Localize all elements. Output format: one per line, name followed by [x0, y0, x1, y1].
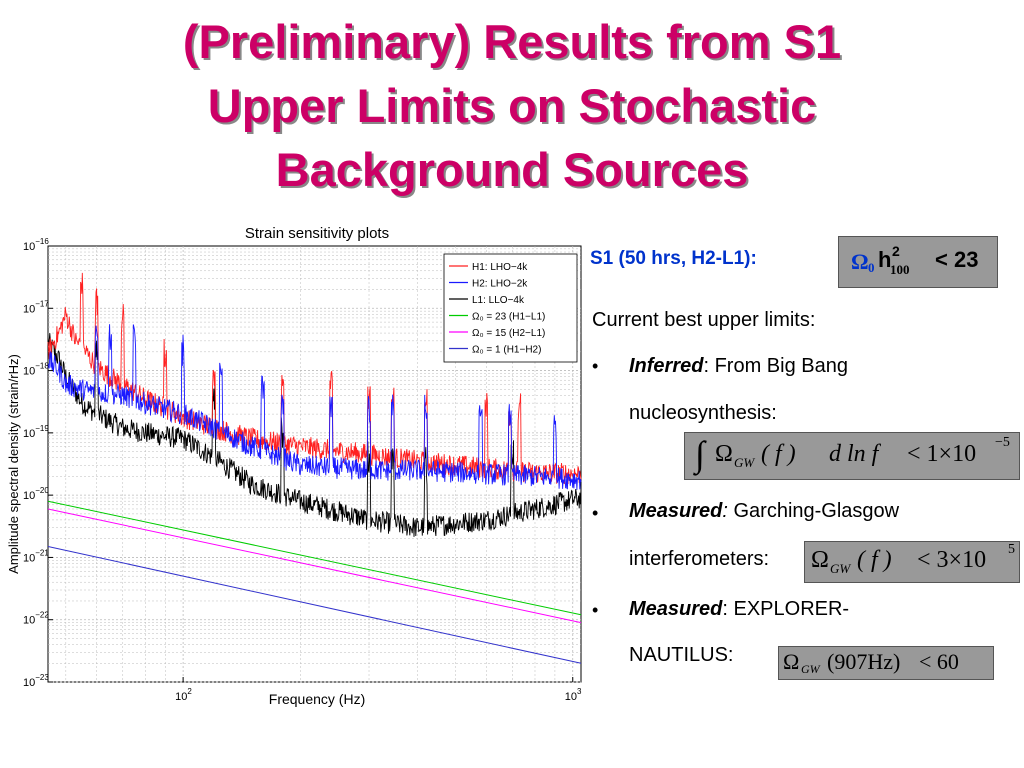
explorer-text: EXPLORER- — [727, 598, 850, 620]
garching-text: Garching-Glasgow — [727, 500, 900, 522]
x-tick-label: 103 — [565, 687, 582, 703]
strain-sensitivity-chart: Strain sensitivity plots 10−16 10−17 10−18… — [6, 225, 582, 707]
h-subscript: 100 — [890, 262, 910, 277]
y-tick-label: 10−17 — [23, 299, 49, 315]
y-tick-exponent: −23 — [35, 673, 49, 682]
y-tick-label: 10−18 — [23, 362, 49, 378]
eq3-omega: Ω — [783, 649, 800, 674]
eq1-args: ( f ) — [761, 441, 796, 467]
eq1-exponent: −5 — [995, 435, 1010, 450]
series-group — [47, 272, 582, 664]
chart-legend: H1: LHO−4k H2: LHO−2k L1: LLO−4k Ω₀ = 23 (H… — [443, 253, 578, 363]
legend-label-omega23: Ω₀ = 23 (H1−L1) — [472, 312, 545, 323]
omega-limit-box: Ω 0 h 2 100 < 23 — [838, 236, 998, 288]
y-tick-exponent: −16 — [35, 237, 49, 246]
bullet-dot-3: • — [592, 600, 599, 620]
omega-symbol: Ω — [851, 249, 869, 274]
y-tick-label: 10−23 — [23, 673, 49, 689]
chart-title: Strain sensitivity plots — [245, 225, 389, 242]
title-line-3: Background Sources — [275, 143, 749, 196]
measured-label-2-suffix: : — [722, 598, 728, 620]
h-symbol: h — [878, 247, 892, 272]
bullet-inferred-line1: Inferred: From Big Bang — [629, 355, 848, 378]
bullet-explorer-line1: Measured: EXPLORER- — [629, 598, 849, 621]
x-tick-exponent: 2 — [187, 687, 192, 696]
bullet-dot-2: • — [592, 503, 599, 523]
inferred-label: Inferred — [629, 355, 704, 377]
measured-label-1-suffix: : — [722, 500, 728, 522]
current-limits-heading: Current best upper limits: — [592, 309, 816, 331]
y-tick-exponent: −21 — [35, 548, 49, 557]
bbn-equation-box: ∫ Ω GW ( f ) d ln f < 1×10 −5 — [684, 432, 1020, 480]
bullet-dot-1: • — [592, 356, 599, 376]
y-tick-label: 10−16 — [23, 237, 49, 253]
eq3-subscript: GW — [801, 662, 820, 676]
inferred-text: From Big Bang — [709, 355, 848, 377]
garching-equation-box: Ω GW ( f ) < 3×10 5 — [804, 541, 1020, 583]
legend-label-omega1: Ω₀ = 1 (H1−H2) — [472, 345, 541, 356]
y-tick-label: 10−19 — [23, 424, 49, 440]
omega-relation: < 23 — [935, 247, 979, 272]
integral-symbol: ∫ — [695, 434, 705, 474]
eq2-exponent: 5 — [1008, 542, 1015, 557]
explorer-equation-box: Ω GW (907Hz) < 60 — [778, 646, 994, 680]
inferred-label-suffix: : — [703, 355, 710, 377]
legend-label-omega15: Ω₀ = 15 (H2−L1) — [472, 328, 545, 339]
eq1-dlnf: d ln f — [829, 441, 879, 467]
bullet-inferred-line2: nucleosynthesis: — [629, 402, 777, 424]
series-l1-line — [47, 333, 582, 537]
measured-label-2: Measured — [629, 598, 723, 620]
title-line-1: (Preliminary) Results from S1 — [182, 15, 842, 68]
series-omega15-line — [47, 508, 582, 624]
omega-subscript: 0 — [868, 260, 875, 275]
legend-box — [443, 253, 578, 363]
eq3-args: (907Hz) — [827, 649, 901, 674]
eq3-relation: < 60 — [919, 649, 959, 674]
y-tick-label: 10−20 — [23, 486, 49, 502]
eq1-relation: < 1×10 — [907, 441, 977, 467]
eq1-omega: Ω — [715, 441, 733, 467]
title-line-2: Upper Limits on Stochastic — [207, 79, 817, 132]
eq2-subscript: GW — [830, 561, 851, 576]
legend-label-h2: H2: LHO−2k — [472, 279, 528, 290]
y-axis-label: Amplitude spectral density (strain/rHz) — [6, 354, 21, 574]
x-tick-label: 102 — [175, 687, 192, 703]
x-axis-label: Frequency (Hz) — [269, 691, 365, 707]
y-tick-exponent: −19 — [35, 424, 49, 433]
series-omega1-line — [47, 546, 582, 664]
eq1-subscript: GW — [734, 455, 755, 470]
eq2-relation: < 3×10 — [917, 547, 987, 573]
y-tick-exponent: −18 — [35, 362, 49, 371]
slide-title: (Preliminary) Results from S1 Upper Limi… — [0, 10, 1024, 202]
y-tick-exponent: −22 — [35, 611, 49, 620]
eq2-omega: Ω — [811, 547, 829, 573]
legend-label-l1: L1: LLO−4k — [472, 295, 525, 306]
bullet-garching-line1: Measured: Garching-Glasgow — [629, 500, 899, 523]
x-tick-exponent: 3 — [577, 687, 582, 696]
h-superscript: 2 — [892, 243, 900, 259]
y-tick-label: 10−22 — [23, 611, 49, 627]
measured-label-1: Measured — [629, 500, 723, 522]
legend-label-h1: H1: LHO−4k — [472, 262, 528, 273]
eq2-args: ( f ) — [857, 547, 892, 573]
y-tick-label: 10−21 — [23, 548, 49, 564]
bullet-garching-line2: interferometers: — [629, 548, 770, 570]
s1-result-label: S1 (50 hrs, H2-L1): — [590, 248, 757, 269]
y-tick-exponent: −17 — [35, 299, 49, 308]
series-h2-line — [47, 324, 582, 490]
y-tick-exponent: −20 — [35, 486, 49, 495]
axis-ticks: 10−16 10−17 10−18 10−19 10−20 10−21 10−22 10−23… — [23, 237, 582, 703]
series-omega23-line — [47, 500, 582, 616]
bullet-explorer-line2: NAUTILUS: — [629, 644, 734, 666]
